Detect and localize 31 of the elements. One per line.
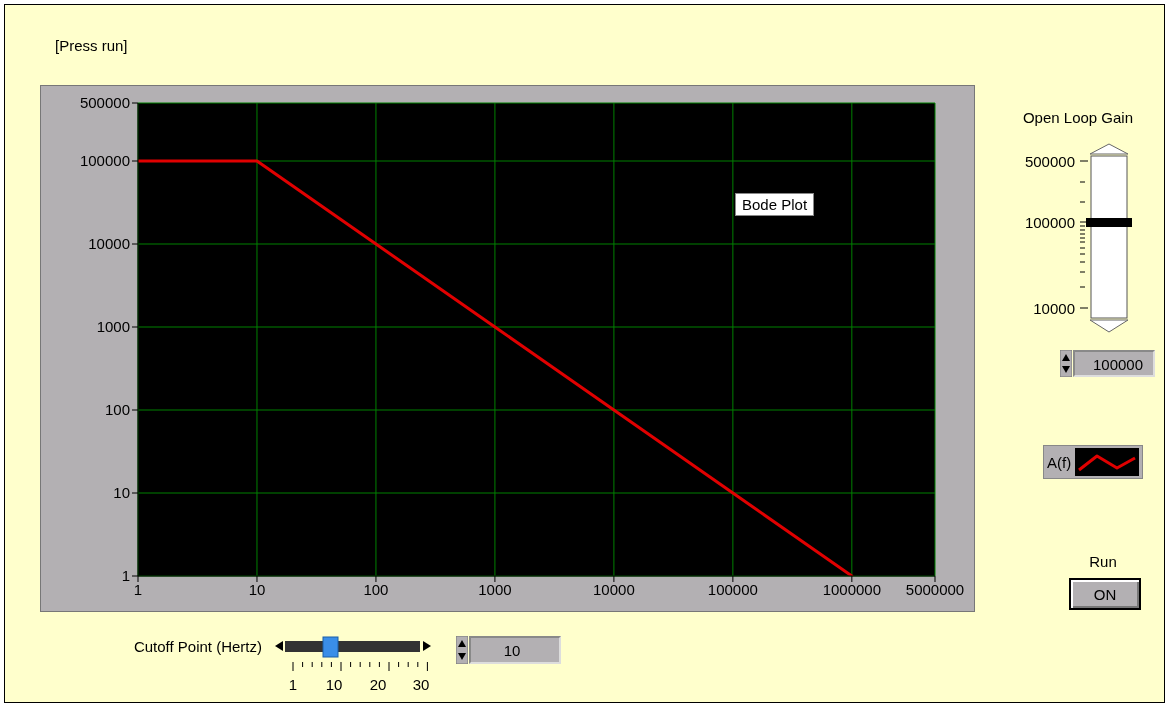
x-tick-label: 1000 [478, 580, 512, 598]
x-tick-label: 10 [248, 580, 266, 598]
text: 30 [412, 675, 430, 693]
legend-label: A(f) [1047, 453, 1072, 471]
text: 20 [369, 675, 387, 693]
text: 10000 [1033, 299, 1075, 317]
text: 100000 [1024, 213, 1075, 231]
text: 500000 [1024, 152, 1075, 170]
x-tick-label: 10000 [593, 580, 635, 598]
x-tick-label: 1 [133, 580, 143, 598]
text: 100000 [1092, 355, 1144, 373]
text: Bode Plot [735, 193, 815, 216]
x-tick-label: 1000000 [822, 580, 882, 598]
x-tick-label: 100000 [707, 580, 758, 598]
text: Cutoff Point (Hertz) [133, 637, 262, 655]
y-tick-label: 100 [104, 401, 130, 419]
y-tick-label: 100000 [79, 152, 130, 170]
y-tick-label: 10 [113, 484, 130, 502]
text: Run [1089, 552, 1117, 570]
text: Open Loop Gain [1022, 108, 1134, 126]
x-tick-label: 5000000 [905, 580, 965, 598]
y-tick-label: 10000 [88, 235, 130, 253]
text: 1 [288, 675, 298, 693]
x-tick-label: 100 [363, 580, 389, 598]
y-tick-label: 1000 [96, 318, 130, 336]
y-tick-label: 1 [121, 567, 130, 585]
text: 10 [503, 641, 521, 659]
y-tick-label: 500000 [79, 94, 130, 112]
text: 10 [325, 675, 343, 693]
text: ON [1093, 585, 1117, 603]
text: [Press run] [55, 36, 128, 54]
